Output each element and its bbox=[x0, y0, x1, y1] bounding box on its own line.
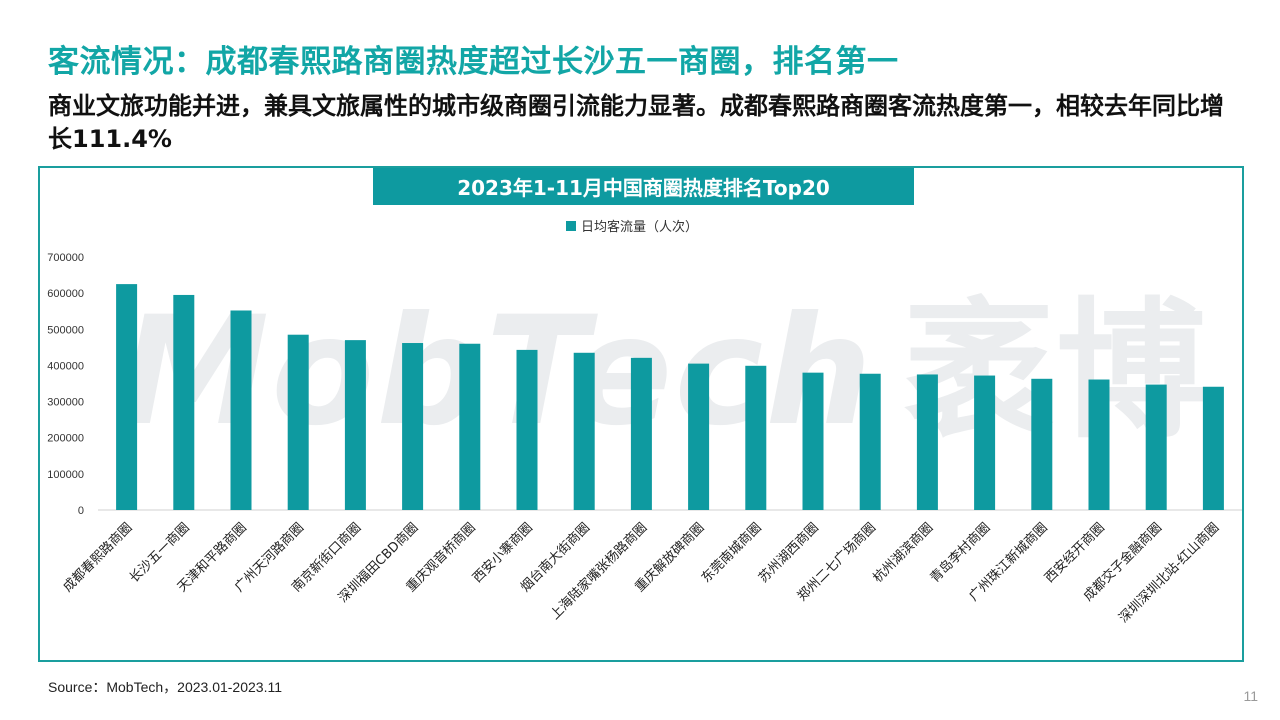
bar bbox=[745, 365, 767, 510]
bar bbox=[116, 284, 138, 510]
bar bbox=[802, 372, 824, 510]
bar bbox=[1088, 379, 1110, 510]
page-number: 11 bbox=[1243, 688, 1258, 704]
y-tick-label: 600000 bbox=[47, 288, 84, 300]
bar bbox=[459, 343, 481, 510]
headline: 客流情况：成都春熙路商圈热度超过长沙五一商圈，排名第一 bbox=[48, 44, 899, 80]
bar bbox=[974, 375, 996, 510]
bar bbox=[630, 357, 652, 510]
subheadline: 商业文旅功能并进，兼具文旅属性的城市级商圈引流能力显著。成都春熙路商圈客流热度第… bbox=[48, 92, 1224, 153]
source-note: Source：MobTech，2023.01-2023.11 bbox=[48, 679, 283, 695]
legend-label: 日均客流量（人次） bbox=[581, 219, 698, 235]
y-tick-label: 200000 bbox=[47, 433, 84, 445]
bar bbox=[344, 340, 366, 510]
bar bbox=[230, 310, 252, 510]
bar bbox=[688, 363, 710, 510]
bar bbox=[1202, 386, 1224, 510]
y-tick-label: 700000 bbox=[47, 252, 84, 264]
x-category-label: 东莞南城商圈 bbox=[698, 520, 764, 586]
bar bbox=[287, 334, 309, 510]
chart-title: 2023年1-11月中国商圈热度排名Top20 bbox=[373, 168, 914, 205]
bar bbox=[1145, 384, 1167, 510]
y-tick-label: 500000 bbox=[47, 324, 84, 336]
bar bbox=[859, 373, 881, 510]
x-category-label: 成都春熙路商圈 bbox=[60, 520, 136, 596]
chart-frame bbox=[38, 166, 1244, 662]
x-category-label: 杭州湖滨商圈 bbox=[870, 520, 936, 586]
y-tick-label: 400000 bbox=[47, 360, 84, 372]
bar bbox=[573, 352, 595, 510]
bar bbox=[173, 294, 195, 510]
bar bbox=[402, 343, 424, 510]
x-category-label: 深圳深圳北站-红山商圈 bbox=[1116, 520, 1223, 627]
x-category-label: 上海陆家嘴张杨路商圈 bbox=[547, 520, 650, 623]
y-tick-label: 0 bbox=[78, 505, 84, 517]
legend-swatch bbox=[566, 221, 576, 231]
bar bbox=[916, 374, 938, 510]
bar bbox=[1031, 378, 1053, 510]
bar bbox=[516, 349, 538, 510]
y-tick-label: 100000 bbox=[47, 469, 84, 481]
y-tick-label: 300000 bbox=[47, 397, 84, 409]
